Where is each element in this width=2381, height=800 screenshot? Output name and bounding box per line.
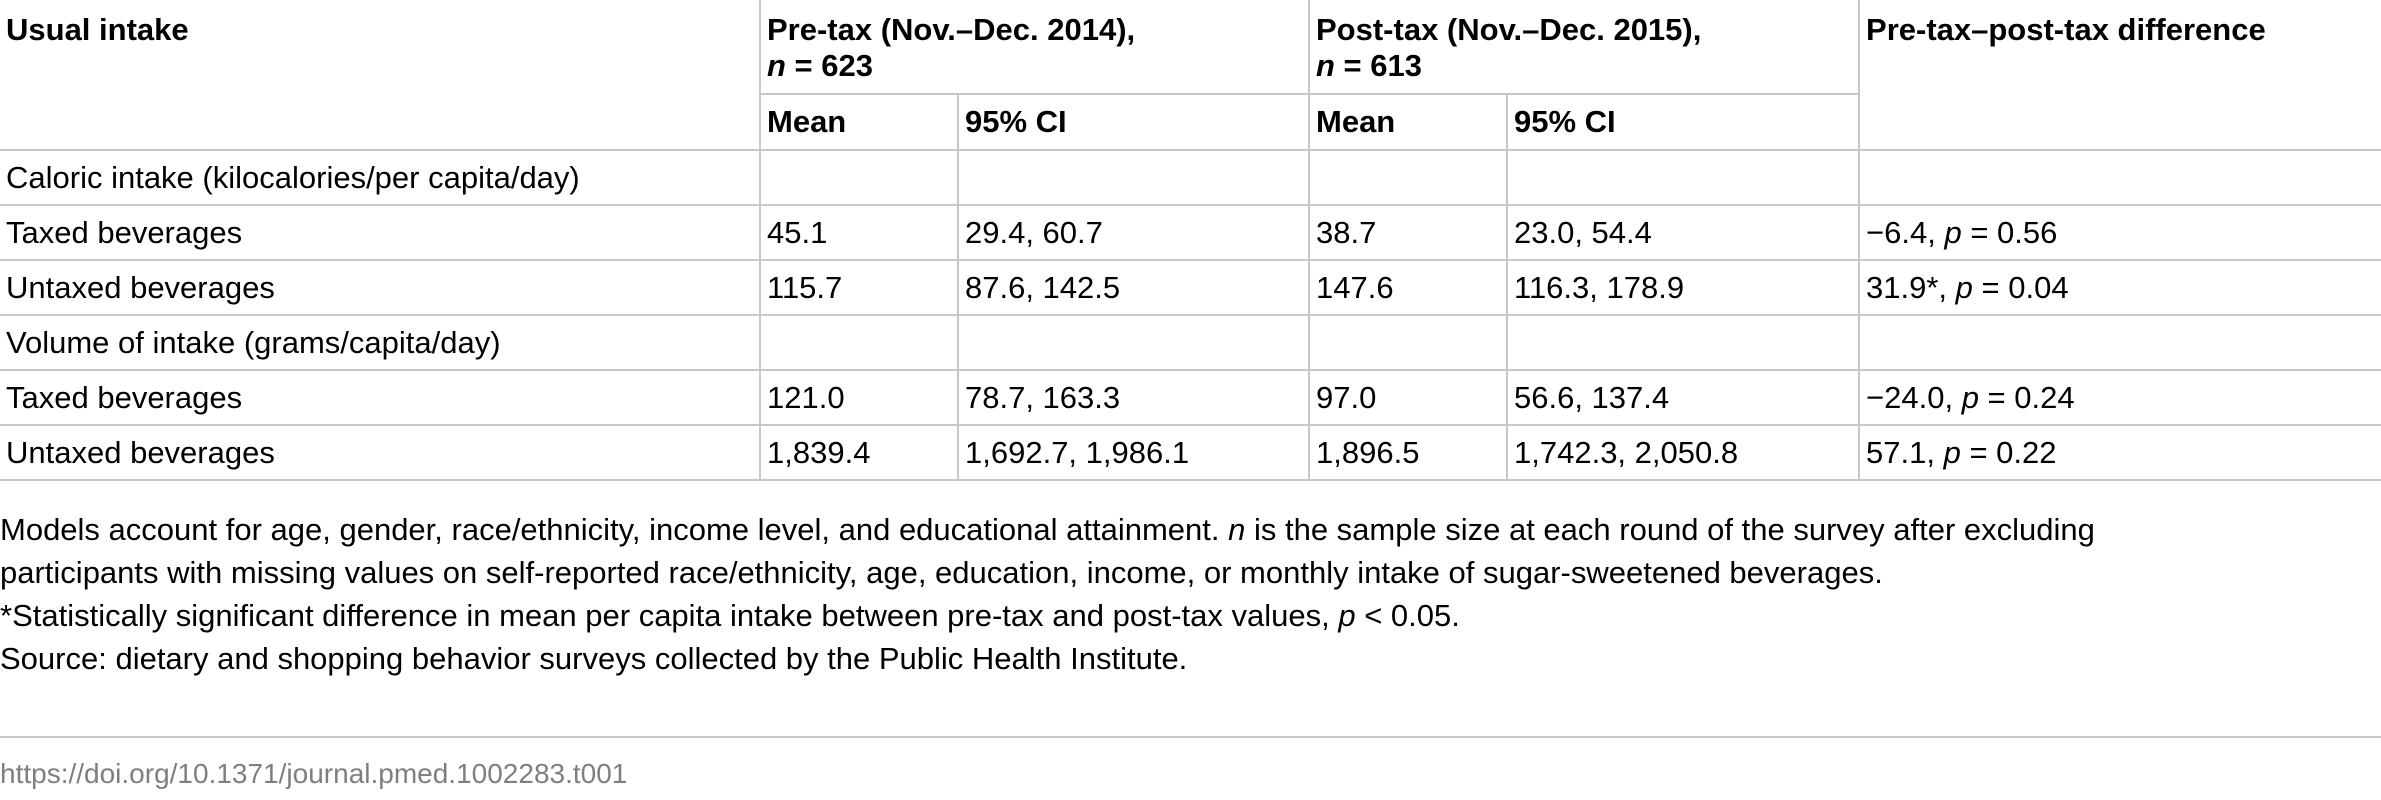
header-posttax-mean: Mean bbox=[1308, 93, 1508, 151]
header-usual-intake: Usual intake bbox=[0, 0, 761, 151]
post-mean-cell: 97.0 bbox=[1308, 369, 1508, 426]
difference-value: −24.0, bbox=[1866, 379, 1962, 415]
difference-cell: 31.9*, p = 0.04 bbox=[1858, 259, 2381, 316]
header-pretax-n-label: n bbox=[767, 48, 786, 83]
table-row: Taxed beverages 45.1 29.4, 60.7 38.7 23.… bbox=[0, 204, 2381, 261]
header-difference: Pre-tax–post-tax difference bbox=[1858, 0, 2381, 151]
header-pretax-ci: 95% CI bbox=[957, 93, 1310, 151]
p-label: p bbox=[1961, 379, 1979, 415]
header-pretax: Pre-tax (Nov.–Dec. 2014), n = 623 bbox=[759, 0, 1310, 95]
divider bbox=[0, 736, 2381, 738]
post-ci-cell: 116.3, 178.9 bbox=[1505, 259, 1861, 316]
table-row: Untaxed beverages 115.7 87.6, 142.5 147.… bbox=[0, 259, 2381, 316]
empty-cell bbox=[759, 149, 959, 206]
footnote-n-label: n bbox=[1228, 512, 1246, 547]
footnote-models: Models account for age, gender, race/eth… bbox=[0, 508, 2381, 551]
p-label: p bbox=[1943, 434, 1961, 470]
p-value: = 0.56 bbox=[1961, 214, 2058, 250]
post-ci-cell: 23.0, 54.4 bbox=[1505, 204, 1861, 261]
empty-cell bbox=[1308, 149, 1508, 206]
difference-value: 31.9*, bbox=[1866, 269, 1956, 305]
row-label: Untaxed beverages bbox=[0, 424, 761, 481]
section-title: Caloric intake (kilocalories/per capita/… bbox=[0, 149, 761, 206]
row-label: Untaxed beverages bbox=[0, 259, 761, 316]
difference-value: 57.1, bbox=[1866, 434, 1944, 470]
footnote-source: Source: dietary and shopping behavior su… bbox=[0, 641, 1188, 676]
p-value: = 0.22 bbox=[1960, 434, 2057, 470]
header-pretax-title: Pre-tax (Nov.–Dec. 2014), bbox=[767, 12, 1136, 47]
footnote-text: < 0.05. bbox=[1355, 598, 1460, 633]
header-row-2: Mean 95% CI Mean 95% CI bbox=[0, 93, 2381, 151]
empty-cell bbox=[957, 149, 1310, 206]
empty-cell bbox=[1505, 149, 1861, 206]
pre-mean-cell: 115.7 bbox=[759, 259, 959, 316]
post-mean-cell: 1,896.5 bbox=[1308, 424, 1508, 481]
difference-cell: −6.4, p = 0.56 bbox=[1858, 204, 2381, 261]
pre-mean-cell: 1,839.4 bbox=[759, 424, 959, 481]
empty-cell bbox=[1858, 314, 2381, 371]
p-value: = 0.24 bbox=[1978, 379, 2075, 415]
row-label: Taxed beverages bbox=[0, 204, 761, 261]
footnote-p-label: p bbox=[1338, 598, 1356, 633]
post-ci-cell: 1,742.3, 2,050.8 bbox=[1505, 424, 1861, 481]
footnote-text: *Statistically significant difference in… bbox=[0, 598, 1339, 633]
header-pretax-mean: Mean bbox=[760, 93, 959, 151]
post-mean-cell: 147.6 bbox=[1308, 259, 1508, 316]
empty-cell bbox=[759, 314, 959, 371]
intake-table: Usual intake Pre-tax (Nov.–Dec. 2014), n … bbox=[0, 0, 2381, 481]
table-footnotes: Models account for age, gender, race/eth… bbox=[0, 508, 2381, 680]
empty-cell bbox=[957, 314, 1310, 371]
header-posttax-n-value: = 613 bbox=[1334, 48, 1422, 83]
header-posttax: Post-tax (Nov.–Dec. 2015), n = 613 bbox=[1307, 0, 1861, 95]
header-posttax-title: Post-tax (Nov.–Dec. 2015), bbox=[1316, 12, 1702, 47]
table-row: Taxed beverages 121.0 78.7, 163.3 97.0 5… bbox=[0, 369, 2381, 426]
footnote-significance: *Statistically significant difference in… bbox=[0, 594, 2381, 637]
difference-cell: 57.1, p = 0.22 bbox=[1858, 424, 2381, 481]
header-pretax-n-value: = 623 bbox=[785, 48, 873, 83]
p-label: p bbox=[1955, 269, 1973, 305]
p-label: p bbox=[1944, 214, 1962, 250]
header-posttax-n-label: n bbox=[1316, 48, 1335, 83]
section-row-caloric: Caloric intake (kilocalories/per capita/… bbox=[0, 149, 2381, 206]
pre-mean-cell: 45.1 bbox=[759, 204, 959, 261]
section-title: Volume of intake (grams/capita/day) bbox=[0, 314, 761, 371]
header-posttax-ci: 95% CI bbox=[1505, 93, 1860, 151]
empty-cell bbox=[1858, 149, 2381, 206]
empty-cell bbox=[1308, 314, 1508, 371]
difference-value: −6.4, bbox=[1866, 214, 1945, 250]
pre-mean-cell: 121.0 bbox=[759, 369, 959, 426]
pre-ci-cell: 78.7, 163.3 bbox=[957, 369, 1310, 426]
pre-ci-cell: 87.6, 142.5 bbox=[957, 259, 1310, 316]
section-row-volume: Volume of intake (grams/capita/day) bbox=[0, 314, 2381, 371]
footnote-text: Models account for age, gender, race/eth… bbox=[0, 512, 1229, 547]
pre-ci-cell: 29.4, 60.7 bbox=[957, 204, 1310, 261]
post-ci-cell: 56.6, 137.4 bbox=[1505, 369, 1861, 426]
post-mean-cell: 38.7 bbox=[1308, 204, 1508, 261]
header-row-1: Usual intake Pre-tax (Nov.–Dec. 2014), n … bbox=[0, 0, 2381, 151]
p-value: = 0.04 bbox=[1972, 269, 2069, 305]
difference-cell: −24.0, p = 0.24 bbox=[1858, 369, 2381, 426]
pre-ci-cell: 1,692.7, 1,986.1 bbox=[957, 424, 1310, 481]
table-row: Untaxed beverages 1,839.4 1,692.7, 1,986… bbox=[0, 424, 2381, 481]
footnote-text: is the sample size at each round of the … bbox=[1245, 512, 2095, 547]
footnote-models-cont: participants with missing values on self… bbox=[0, 555, 1883, 590]
doi-link[interactable]: https://doi.org/10.1371/journal.pmed.100… bbox=[0, 758, 628, 789]
row-label: Taxed beverages bbox=[0, 369, 761, 426]
empty-cell bbox=[1505, 314, 1861, 371]
